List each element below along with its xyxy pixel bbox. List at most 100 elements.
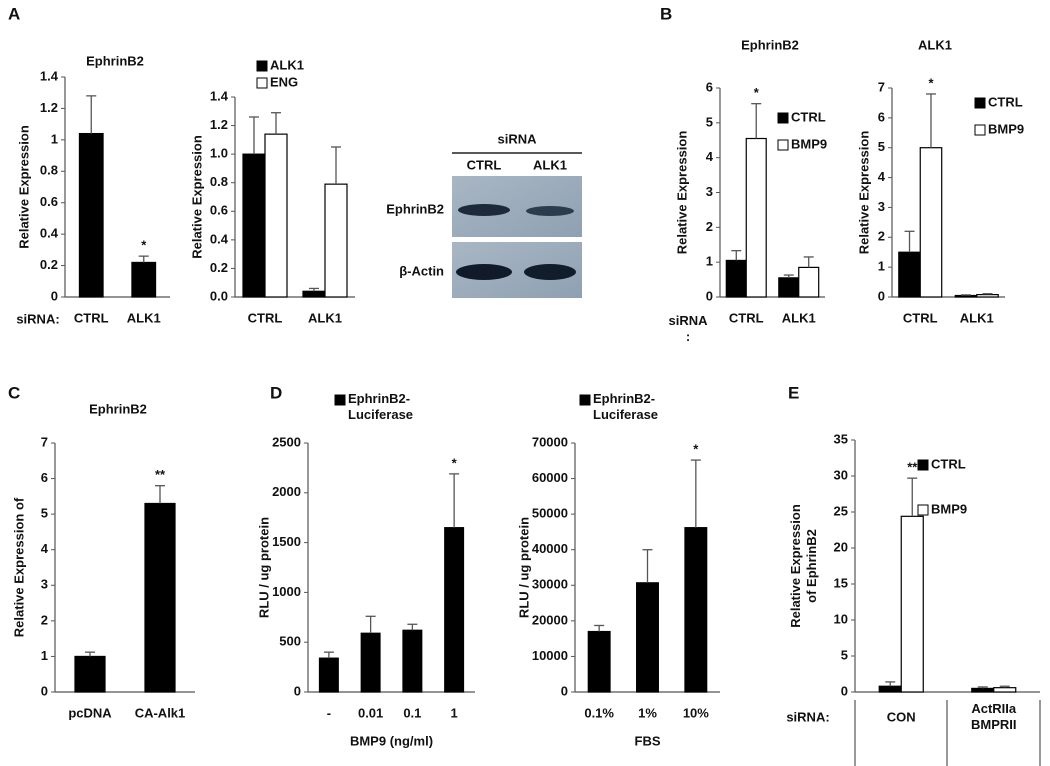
bar xyxy=(444,527,465,693)
blot-band xyxy=(458,204,510,216)
y-tick-label: 50000 xyxy=(532,506,568,521)
y-tick-label: 2 xyxy=(706,219,713,234)
x-axis-label: BMP9 (ng/ml) xyxy=(350,733,433,748)
y-axis-label: Relative Expression xyxy=(16,125,31,249)
legend-swatch xyxy=(777,139,789,151)
y-tick-label: 5 xyxy=(878,139,885,154)
y-tick-label: 0.8 xyxy=(40,163,58,178)
bar xyxy=(324,183,348,298)
x-tick-label: CTRL xyxy=(74,310,109,325)
legend-label: CTRL xyxy=(931,456,966,471)
bar xyxy=(242,153,266,298)
y-tick-label: 10 xyxy=(834,611,848,626)
error-bar xyxy=(86,95,97,134)
y-tick-label: 2 xyxy=(41,612,48,627)
y-tick-label: 1 xyxy=(706,254,713,269)
y-tick-label: 0 xyxy=(51,288,58,303)
error-bar xyxy=(904,230,915,253)
x-tick-label: 1% xyxy=(638,705,657,720)
error-bar xyxy=(751,103,762,139)
y-tick-label: 0.4 xyxy=(210,231,229,246)
error-bar xyxy=(309,287,319,292)
panel-letter: E xyxy=(788,383,799,402)
bar xyxy=(78,132,104,298)
y-tick-label: 0 xyxy=(706,288,713,303)
error-bar xyxy=(999,685,1010,688)
bar xyxy=(900,515,924,693)
error-bar xyxy=(803,256,814,268)
legend-swatch xyxy=(974,124,986,136)
error-bar xyxy=(925,93,936,148)
x-tick-label: 0.01 xyxy=(358,705,383,720)
y-tick-label: 30000 xyxy=(532,577,568,592)
e-separators xyxy=(854,700,1041,766)
blot-band xyxy=(524,264,576,280)
y-tick-label: 35 xyxy=(834,431,848,446)
error-bar xyxy=(594,624,605,632)
y-tick-label: 2500 xyxy=(272,434,301,449)
x-prefix: siRNA: xyxy=(668,314,708,345)
y-axis-label: Relative Expression of xyxy=(11,497,26,637)
y-tick-label: 6 xyxy=(706,79,713,94)
legend-label: CTRL xyxy=(988,94,1023,109)
x-tick-label: pcDNA xyxy=(68,705,112,720)
error-bar xyxy=(690,459,701,528)
y-tick-label: 1.0 xyxy=(210,146,228,161)
y-tick-label: 7 xyxy=(41,434,48,449)
western-blot: siRNA CTRL ALK1 EphrinB2 β-Actin xyxy=(386,131,582,298)
y-tick-label: 6 xyxy=(41,470,48,485)
bar xyxy=(587,630,611,693)
error-bar xyxy=(271,112,281,135)
y-tick-label: 2 xyxy=(878,229,885,244)
y-tick-label: 40000 xyxy=(532,541,568,556)
x-tick-label: ALK1 xyxy=(782,310,816,325)
x-tick-label: CTRL xyxy=(729,310,764,325)
blot-band xyxy=(526,206,574,216)
significance: * xyxy=(693,442,699,457)
blot-row: β-Actin xyxy=(399,263,444,278)
error-bar xyxy=(331,146,341,185)
y-tick-label: 7 xyxy=(878,79,885,94)
y-tick-label: 1 xyxy=(41,648,48,663)
legend-swatch xyxy=(777,112,789,124)
y-tick-label: 1 xyxy=(51,131,58,146)
y-tick-label: 2000 xyxy=(272,484,301,499)
x-tick-label: ALK1 xyxy=(127,310,161,325)
bar xyxy=(971,687,995,693)
error-bar xyxy=(155,485,165,504)
bar xyxy=(976,294,999,298)
legend-label: ALK1 xyxy=(270,57,304,72)
chart-title: EphrinB2 xyxy=(741,37,799,52)
x-tick-label: 0.1 xyxy=(403,705,421,720)
bar xyxy=(778,277,800,298)
panel-letter: D xyxy=(270,383,282,402)
error-bar xyxy=(982,293,993,295)
y-tick-label: 0.8 xyxy=(210,174,228,189)
significance: * xyxy=(452,455,458,470)
error-bar xyxy=(642,549,653,583)
chart-title: EphrinB2 xyxy=(89,401,147,416)
legend-label: CTRL xyxy=(791,109,826,124)
y-tick-label: 25 xyxy=(834,503,848,518)
x-tick-label: ActRIIa BMPRII xyxy=(971,702,1017,733)
y-tick-label: 0.6 xyxy=(210,203,228,218)
legend-label: BMP9 xyxy=(791,136,827,151)
legend-swatch xyxy=(334,394,346,406)
bar xyxy=(302,290,326,298)
chart-title: EphrinB2 xyxy=(86,53,144,68)
y-axis-label: RLU / ug protein xyxy=(516,517,531,618)
x-prefix: siRNA: xyxy=(786,709,829,724)
legend-swatch xyxy=(917,459,929,471)
y-tick-label: 1.4 xyxy=(210,88,229,103)
error-bar xyxy=(85,651,95,657)
chart: Relative Expression 0.0 0.2 0.4 0.6 0.8 1.0 1.2… xyxy=(189,57,355,325)
y-tick-label: 6 xyxy=(878,109,885,124)
significance: * xyxy=(141,238,147,253)
legend-label: BMP9 xyxy=(931,501,967,516)
bar xyxy=(878,685,902,693)
y-tick-label: 3 xyxy=(878,199,885,214)
y-tick-label: 0 xyxy=(841,683,848,698)
x-tick-label: CA-Alk1 xyxy=(135,705,186,720)
x-tick-label: CON xyxy=(887,709,916,724)
x-tick-label: ALK1 xyxy=(960,310,994,325)
